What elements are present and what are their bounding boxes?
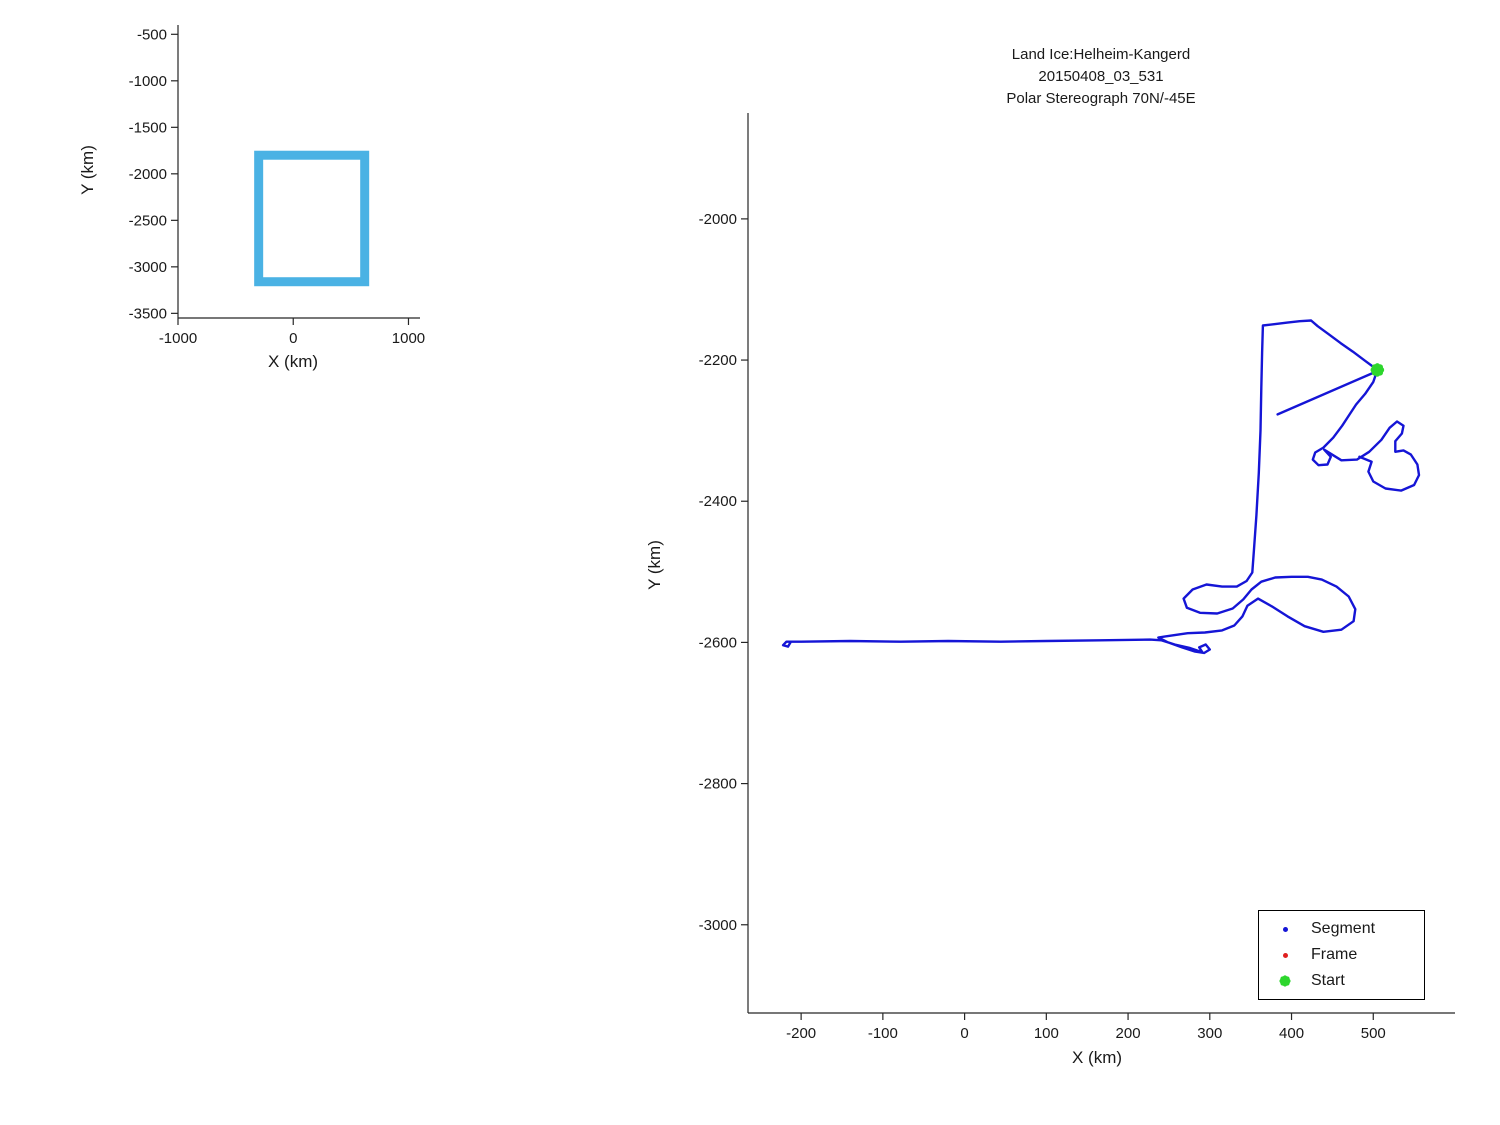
svg-text:-3000: -3000	[129, 259, 167, 276]
chart-title-block: Land Ice:Helheim-Kangerd 20150408_03_531…	[751, 44, 1451, 110]
svg-text:400: 400	[1279, 1025, 1304, 1042]
svg-text:-2600: -2600	[699, 634, 737, 651]
segment-marker-icon	[1259, 926, 1311, 932]
legend-item-frame: Frame	[1259, 942, 1424, 968]
main-y-axis-label: Y (km)	[645, 540, 664, 590]
svg-text:-1500: -1500	[129, 119, 167, 136]
svg-text:-2000: -2000	[129, 166, 167, 183]
svg-text:-500: -500	[137, 26, 167, 43]
svg-text:-1000: -1000	[159, 330, 197, 347]
svg-text:-3500: -3500	[129, 305, 167, 322]
flight-track-chart: -200 -100 0 100 200 300 400 500 -2000 -2200 -2400 -…	[699, 113, 1455, 1042]
svg-text:1000: 1000	[392, 330, 425, 347]
svg-text:-100: -100	[868, 1025, 898, 1042]
legend-label-frame: Frame	[1311, 946, 1358, 963]
chart-subtitle-projection: Polar Stereograph 70N/-45E	[1006, 90, 1196, 107]
svg-text:100: 100	[1034, 1025, 1059, 1042]
overview-inset-chart: -1000 0 1000 -500 -1000 -1500 -2000 -2500 -3000 -…	[129, 25, 425, 347]
legend-item-segment: Segment	[1259, 916, 1424, 942]
svg-text:-200: -200	[786, 1025, 816, 1042]
main-x-axis-label: X (km)	[1071, 1048, 1123, 1067]
svg-text:500: 500	[1361, 1025, 1386, 1042]
svg-text:-2500: -2500	[129, 212, 167, 229]
svg-text:-3000: -3000	[699, 917, 737, 934]
legend-label-segment: Segment	[1311, 920, 1376, 937]
svg-text:-2800: -2800	[699, 776, 737, 793]
start-marker-icon	[1259, 972, 1311, 990]
svg-text:0: 0	[960, 1025, 968, 1042]
legend: Segment Frame Start	[1258, 910, 1425, 1000]
svg-text:300: 300	[1197, 1025, 1222, 1042]
svg-text:-2400: -2400	[699, 493, 737, 510]
inset-y-axis-label: Y (km)	[78, 145, 97, 195]
svg-text:0: 0	[289, 330, 297, 347]
legend-label-start: Start	[1311, 972, 1345, 989]
svg-text:200: 200	[1116, 1025, 1141, 1042]
svg-text:-2200: -2200	[699, 352, 737, 369]
inset-x-axis-label: X (km)	[267, 352, 319, 371]
frame-marker-icon	[1259, 952, 1311, 958]
chart-subtitle-granule: 20150408_03_531	[1038, 68, 1164, 85]
legend-item-start: Start	[1259, 968, 1424, 994]
chart-title: Land Ice:Helheim-Kangerd	[1011, 46, 1191, 63]
svg-text:-2000: -2000	[699, 211, 737, 228]
svg-text:-1000: -1000	[129, 73, 167, 90]
